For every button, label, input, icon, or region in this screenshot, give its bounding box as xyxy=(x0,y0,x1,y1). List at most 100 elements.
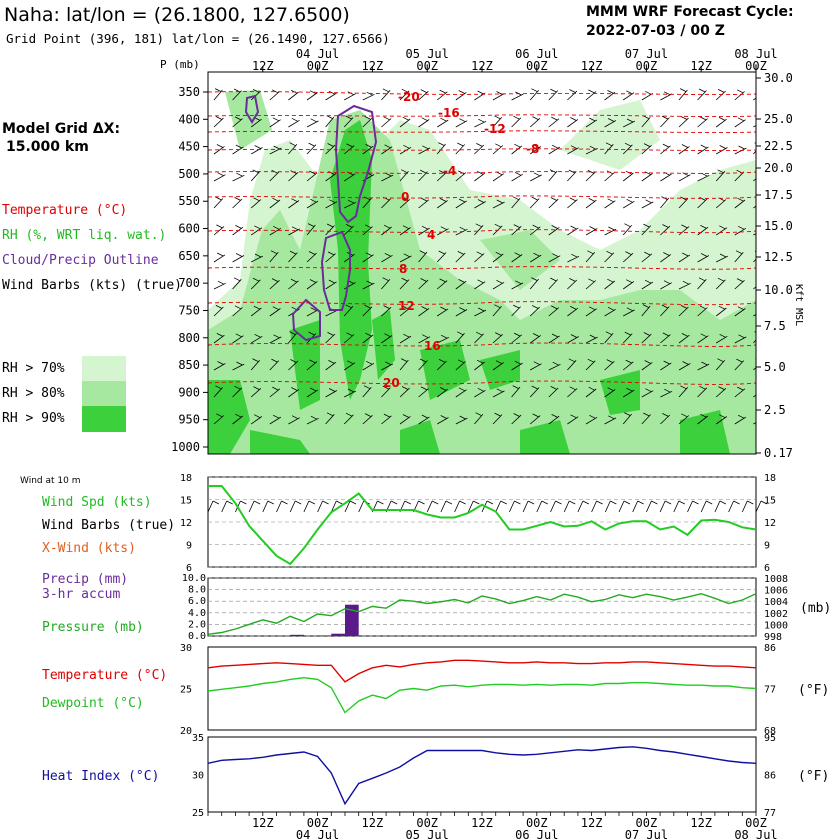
date-label-bottom: 06 Jul xyxy=(515,828,558,840)
temp-tick-right: 86 xyxy=(764,643,776,654)
xs-barb-flag xyxy=(478,307,485,312)
xs-barb-flag xyxy=(420,89,427,93)
contour-label-m8: -8 xyxy=(526,142,539,156)
xs-barb-flag xyxy=(215,116,223,120)
xs-barb-flag xyxy=(254,225,261,230)
height-tick-label: 5.0 xyxy=(764,360,786,374)
wind-barb-flag xyxy=(267,500,274,505)
xs-barb-flag xyxy=(551,116,558,121)
xs-barb-flag xyxy=(402,414,410,418)
wind-barb xyxy=(426,500,433,513)
xs-barb-flag xyxy=(512,385,519,389)
xs-barb-flag xyxy=(718,305,726,310)
xs-barb xyxy=(753,339,756,344)
xs-barb-flag xyxy=(216,144,224,148)
xs-barb-flag xyxy=(327,251,335,256)
xs-barb-flag xyxy=(440,306,447,311)
xs-barb-flag xyxy=(421,225,429,230)
xs-barb-flag xyxy=(698,88,706,93)
xs-barb-flag xyxy=(476,143,483,147)
xs-barb-flag xyxy=(273,225,280,230)
pressure-tick-label: 750 xyxy=(178,303,200,317)
rh90-swatch xyxy=(82,406,126,432)
wind-barb xyxy=(700,500,707,513)
xs-barb-flag xyxy=(496,388,503,393)
precip-bar xyxy=(331,633,345,636)
xs-barb-flag xyxy=(719,253,727,258)
xs-barb-flag xyxy=(235,144,242,149)
wind-barb-flag xyxy=(527,500,535,505)
wind-barbs-label: Wind Barbs (true) xyxy=(42,518,175,533)
xs-barb-flag xyxy=(347,199,355,204)
xs-barb-flag xyxy=(699,197,706,201)
xs-barb-flag xyxy=(440,334,448,339)
temp-tick-left: 20 xyxy=(180,726,192,737)
xs-barb-flag xyxy=(533,172,541,177)
xs-barb-flag xyxy=(551,414,558,418)
xs-barb-flag xyxy=(515,280,522,285)
xs-barb-flag xyxy=(551,144,559,149)
date-label-top: 07 Jul xyxy=(625,47,668,61)
hi-tick-left: 30 xyxy=(192,771,204,782)
wind-barb-flag xyxy=(308,500,316,505)
wind-barb-flag xyxy=(514,500,521,505)
xs-barb-flag xyxy=(569,89,576,93)
time-label-top: 12Z xyxy=(471,59,493,73)
wind-barb-flag xyxy=(719,500,727,505)
contour-label-m4: -4 xyxy=(443,164,456,178)
wind-barb xyxy=(755,500,762,513)
rh70-swatch xyxy=(82,356,126,382)
wind-10m-barbs xyxy=(207,500,768,513)
xs-barb-flag xyxy=(384,252,391,257)
xs-barb-flag xyxy=(216,333,223,337)
xs-barb-flag xyxy=(662,224,669,228)
wind-barb xyxy=(358,500,365,513)
xs-barb-flag xyxy=(607,387,614,392)
wind-barb xyxy=(221,500,228,513)
hi-tick-left: 35 xyxy=(192,733,204,744)
contour-label-m16: -16 xyxy=(438,106,460,120)
xs-barb-flag xyxy=(382,277,389,282)
wind-barb xyxy=(604,500,611,513)
pressure-tick-label: 950 xyxy=(178,413,200,427)
xs-barb-flag xyxy=(495,143,502,148)
height-tick-label: 7.5 xyxy=(764,319,786,333)
xs-barb-flag xyxy=(366,360,373,365)
xs-barb-flag xyxy=(402,225,410,230)
xs-barb-flag xyxy=(682,361,689,365)
height-tick-label: 10.0 xyxy=(764,283,793,297)
xs-barb-flag xyxy=(422,145,429,150)
hi-f-unit: (°F) xyxy=(798,769,829,784)
xs-barb-flag xyxy=(364,116,371,120)
xs-barb-flag xyxy=(699,385,706,390)
xs-barb-flag xyxy=(252,169,259,174)
xs-barb-flag xyxy=(700,225,707,229)
xs-barb-flag xyxy=(477,387,484,392)
contour-label-m12: -12 xyxy=(484,122,506,136)
temp-tick-right: 77 xyxy=(764,685,776,696)
xs-barb-flag xyxy=(289,142,296,147)
xs-barb-flag xyxy=(403,333,410,338)
xs-barb-flag xyxy=(403,144,410,149)
xs-barb-flag xyxy=(459,226,466,231)
xs-barb-flag xyxy=(345,224,353,228)
xs-barb-flag xyxy=(458,198,466,203)
wind-tick-right: 18 xyxy=(764,473,776,484)
legend-rh: RH (%, WRT liq. wat.) xyxy=(2,228,166,243)
contour-label-8: 8 xyxy=(399,262,407,276)
wind-barb-flag xyxy=(733,500,740,505)
xs-barb-flag xyxy=(513,115,520,120)
model-grid-label: Model Grid ΔX: xyxy=(2,121,120,137)
wind-barb xyxy=(467,500,474,513)
xs-barb-flag xyxy=(422,334,429,339)
dewpoint-line xyxy=(207,676,757,714)
xs-barb-flag xyxy=(420,386,428,391)
xs-barb-flag xyxy=(625,251,632,255)
xs-barb-flag xyxy=(217,361,224,365)
wind-barb xyxy=(577,500,584,513)
legend-wind-barbs: Wind Barbs (kts) (true) xyxy=(2,278,182,293)
xs-barb-flag xyxy=(271,358,278,363)
wind-barb-flag xyxy=(692,500,699,505)
precip-bar xyxy=(345,604,359,636)
xs-barb-flag xyxy=(607,198,614,203)
